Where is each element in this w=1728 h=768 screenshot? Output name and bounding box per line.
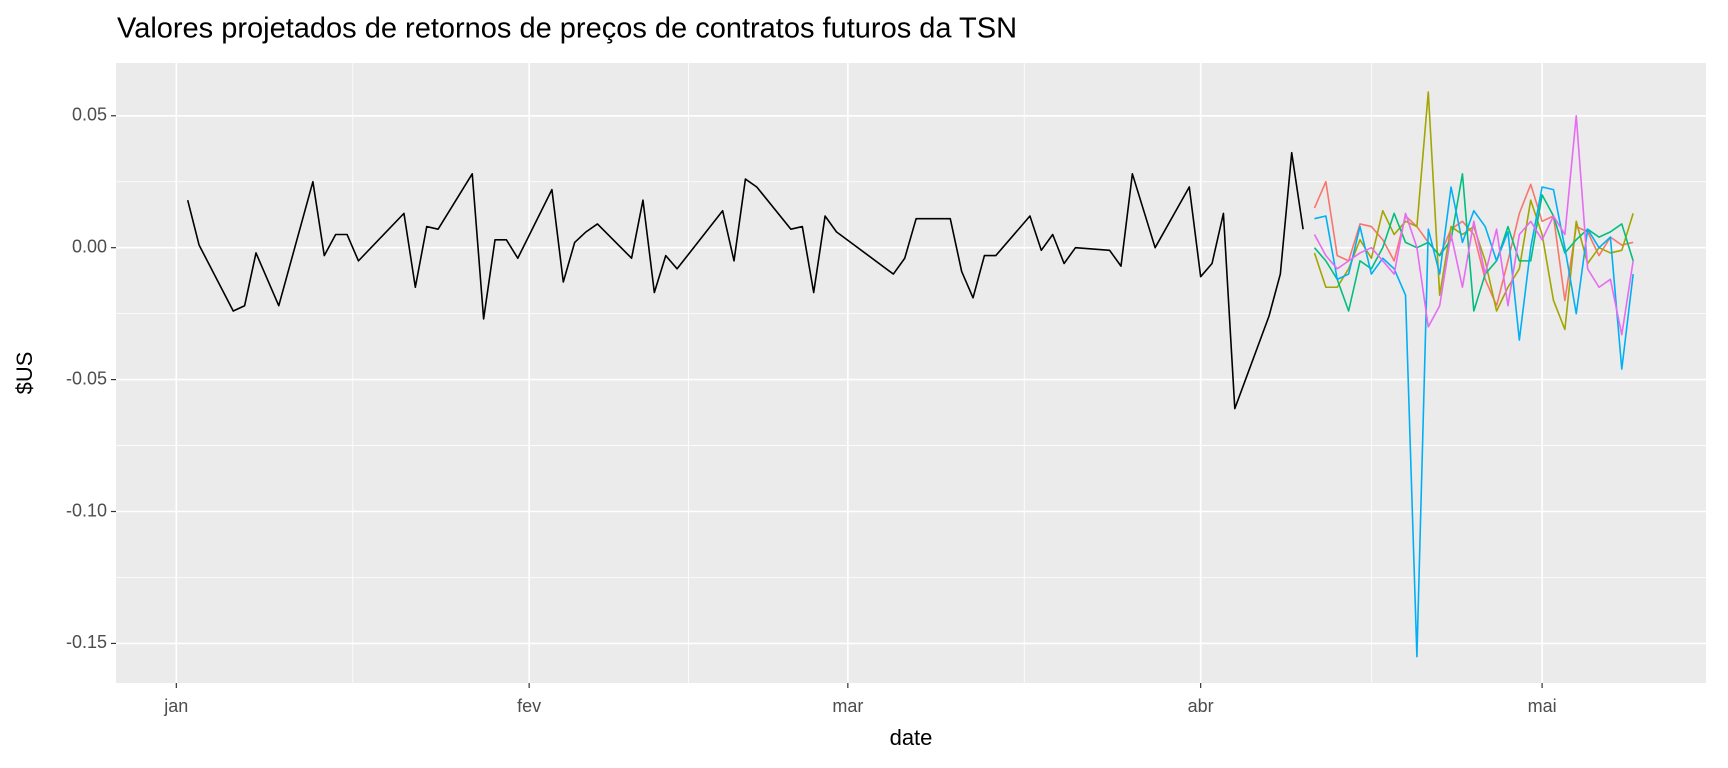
series-line (1313, 114, 1634, 336)
panel-background (116, 63, 1706, 683)
axes: -0.15 -0.10 -0.05 0.00 0.05 jan fev mar abr mai (66, 105, 1557, 716)
chart-title: Valores projetados de retornos de preços… (117, 13, 1017, 45)
series-line (186, 151, 1304, 410)
y-tick-label: -0.10 (66, 500, 107, 520)
series-line (1314, 186, 1634, 658)
x-tick-label: jan (163, 696, 188, 716)
series-line (1313, 180, 1634, 307)
grid (116, 63, 1706, 683)
y-tick-label: -0.05 (66, 368, 107, 388)
x-tick-label: mai (1528, 696, 1557, 716)
x-axis-title: date (890, 725, 933, 750)
y-tick-label: 0.05 (72, 105, 107, 125)
x-tick-label: fev (517, 696, 541, 716)
x-tick-label: mar (832, 696, 863, 716)
y-axis-title: $US (12, 352, 37, 395)
marks (186, 91, 1634, 658)
series-line (1313, 173, 1634, 312)
y-tick-label: 0.00 (72, 236, 107, 256)
y-tick-label: -0.15 (66, 632, 107, 652)
x-tick-label: abr (1188, 696, 1214, 716)
